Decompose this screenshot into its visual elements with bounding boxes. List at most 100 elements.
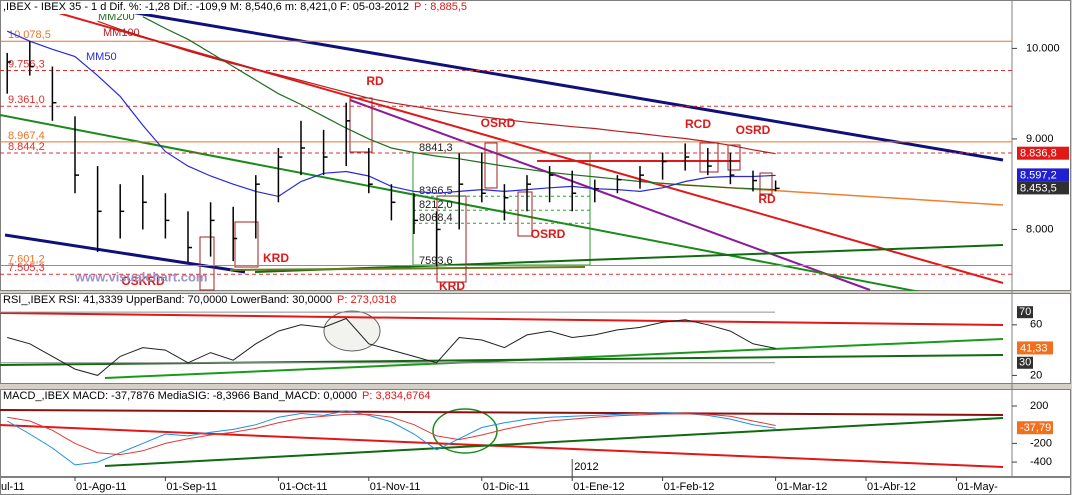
pattern-annotation: RCD [685, 117, 711, 131]
x-tick-label: 01-Dic-11 [483, 481, 530, 493]
price-tag-label: 8.453,5 [1020, 182, 1057, 194]
series-label: MM200 [98, 11, 135, 23]
price-drawings [0, 14, 1004, 291]
plot-area [6, 410, 776, 466]
y-tick-label: -200 [1030, 437, 1052, 449]
series-label: MM100 [103, 27, 140, 39]
x-tick-label: 01-May- [957, 481, 998, 493]
trend-line [104, 417, 1004, 467]
price-tag [1017, 146, 1069, 160]
trend-line [0, 409, 1004, 416]
watermark: www.visualchart.com [74, 269, 207, 284]
y-tick-label: 60 [1030, 319, 1042, 331]
trend-line [254, 244, 1004, 273]
price-tag [1017, 168, 1069, 182]
x-tick-label: 01-Oct-11 [279, 481, 327, 493]
pattern-annotation: KRD [263, 251, 289, 265]
band-tag-label: 30 [1019, 357, 1031, 369]
trend-line [349, 99, 871, 291]
panel-header: ,IBEX - IBEX 35 - 1 d Dif. %: -1,28 Dif.… [3, 1, 467, 13]
header-price: P : 8,885,5 [414, 1, 467, 13]
pattern-box [699, 142, 719, 173]
panel-header: MACD_,IBEX MACD: -37,7876 MediaSIG: -8,3… [3, 390, 431, 402]
plot-area: 10.078,5 9.756,3 9.361,0 8.967,48.844,2 7.60… [0, 11, 1012, 293]
box-level-label: 8366,5 [419, 185, 453, 197]
box-level-label: 8212,0 [419, 199, 453, 211]
pattern-box [349, 97, 373, 153]
pattern-annotation: KRD [439, 279, 465, 293]
trend-line [133, 14, 1004, 162]
level-label: 9.756,3 [8, 58, 45, 70]
price-tag [1017, 421, 1053, 435]
trend-line [229, 266, 586, 271]
pattern-annotation: OSRD [481, 116, 516, 130]
pattern-box [517, 191, 533, 237]
series-line [97, 20, 776, 155]
x-tick-label: 01-Nov-11 [370, 481, 421, 493]
level-label: 8.967,4 [8, 130, 45, 142]
series-line [7, 317, 776, 376]
pattern-box [759, 172, 773, 195]
pattern-box [727, 144, 741, 171]
price-panel [0, 0, 1071, 291]
band-tag [1017, 356, 1033, 369]
y-tick-label: 200 [1030, 400, 1048, 412]
series-line [7, 413, 776, 456]
pattern-box [234, 221, 259, 268]
trend-line [58, 14, 1004, 284]
level-label: 8.844,2 [8, 141, 45, 153]
band-tag [1017, 306, 1033, 319]
y-tick-label: -400 [1030, 456, 1052, 468]
pattern-box [412, 152, 591, 266]
x-tick-label: 01-Ene-12 [573, 481, 624, 493]
x-tick-label: 01-Sep-11 [166, 481, 217, 493]
price-tag-label: -37,79 [1020, 422, 1051, 434]
price-tag [1017, 341, 1053, 355]
box-level-label: 7593,6 [419, 255, 453, 267]
trend-line [0, 424, 1004, 468]
level-label: 9.361,0 [8, 94, 45, 106]
pattern-annotation: OSRD [531, 227, 566, 241]
y-tick-label: 9.000 [1026, 133, 1054, 145]
x-tick-label: 01-Mar-12 [777, 481, 828, 493]
header-price: P: 3,834,6764 [362, 390, 431, 402]
y-tick-label: 20 [1030, 369, 1042, 381]
price-tag-label: 41,33 [1020, 342, 1048, 354]
level-label: 7.505,3 [8, 262, 45, 274]
header-text: RSI_,IBEX RSI: 41,3339 UpperBand: 70,000… [3, 294, 332, 306]
year-label: 2012 [574, 461, 598, 473]
trend-line [0, 114, 921, 291]
pattern-annotation: RD [366, 74, 384, 88]
rsi-panel [0, 293, 1071, 384]
price-tag [1017, 181, 1069, 195]
trend-line [0, 312, 1004, 326]
y-tick-label: 10.000 [1026, 42, 1060, 54]
series-line [6, 410, 776, 466]
price-tag-label: 8.836,8 [1020, 148, 1057, 160]
box-level-label: 8068,4 [419, 212, 453, 224]
x-tick-label: 01-Feb-12 [664, 481, 715, 493]
x-tick-label: 01-Ago-11 [76, 481, 127, 493]
header-price: P: 273,0318 [337, 294, 396, 306]
pattern-box [199, 236, 215, 291]
header-text: ,IBEX - IBEX 35 - 1 d Dif. %: -1,28 Dif.… [3, 1, 409, 13]
pattern-annotation: OSKRD [121, 274, 165, 288]
series-label: MM50 [86, 51, 117, 63]
x-tick-label: ul-11 [1, 481, 25, 493]
plot-area [0, 311, 776, 376]
x-tick-label: 01-Abr-12 [867, 481, 916, 493]
band-tag-label: 70 [1019, 306, 1031, 318]
header-text: MACD_,IBEX MACD: -37,7876 MediaSIG: -8,3… [3, 390, 357, 402]
pattern-annotation: OSRD [736, 123, 771, 137]
macd-drawings [0, 408, 1004, 468]
level-label: 7.601,2 [8, 253, 45, 265]
price-tag-label: 8.597,2 [1020, 169, 1057, 181]
pattern-annotation: RD [758, 192, 776, 206]
y-tick-label: 8.000 [1026, 223, 1054, 235]
level-label: 10.078,5 [8, 29, 51, 41]
box-level-label: 8841,3 [419, 142, 453, 154]
trend-line [0, 354, 1004, 366]
panel-header: RSI_,IBEX RSI: 41,3339 UpperBand: 70,000… [3, 294, 396, 306]
